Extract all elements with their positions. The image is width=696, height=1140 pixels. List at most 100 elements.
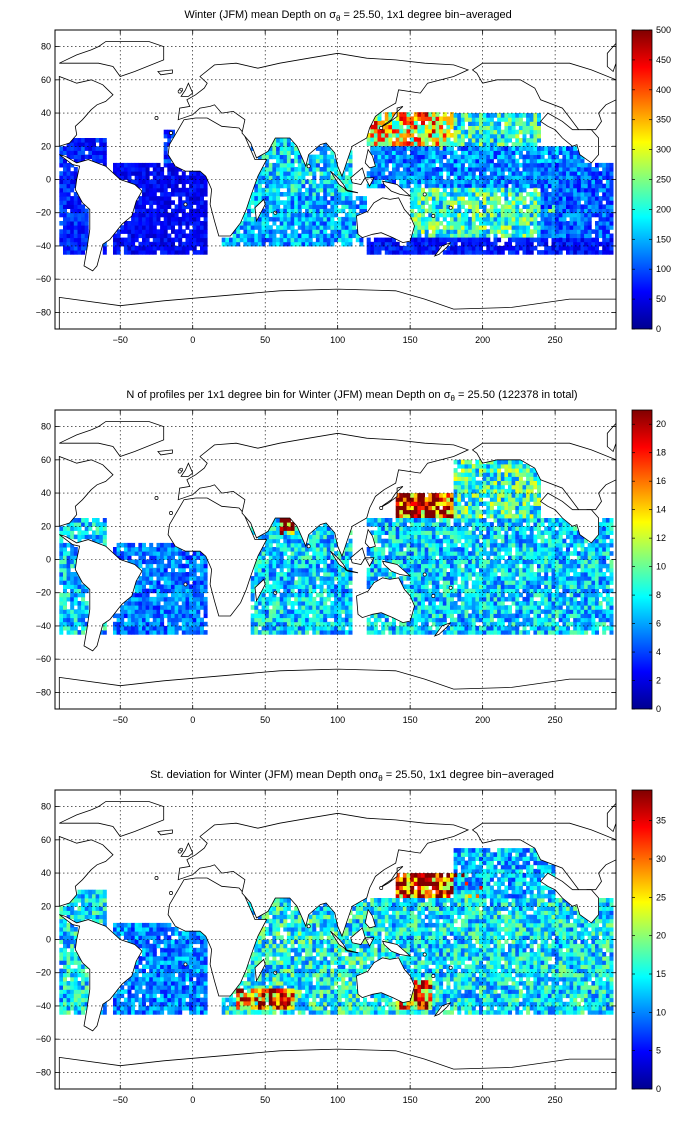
- heatmap-cell: [413, 617, 418, 623]
- heatmap-cell: [533, 225, 538, 230]
- heatmap-cell: [81, 621, 86, 627]
- heatmap-cell: [609, 225, 614, 230]
- heatmap-cell: [446, 133, 451, 138]
- heatmap-cell: [580, 162, 585, 168]
- heatmap-cell: [163, 133, 168, 139]
- heatmap-cell: [471, 192, 476, 197]
- heatmap-cell: [533, 229, 538, 234]
- heatmap-cell: [450, 250, 454, 255]
- heatmap-cell: [73, 596, 78, 602]
- heatmap-cell: [569, 225, 574, 230]
- heatmap-cell: [243, 229, 248, 234]
- heatmap-cell: [189, 208, 194, 214]
- heatmap-cell: [196, 229, 201, 234]
- heatmap-cell: [388, 150, 393, 155]
- heatmap-cell: [189, 192, 194, 197]
- heatmap-cell: [305, 563, 310, 569]
- heatmap-cell: [439, 116, 444, 121]
- heatmap-cell: [337, 187, 342, 193]
- heatmap-cell: [515, 129, 520, 135]
- heatmap-cell: [163, 158, 168, 164]
- heatmap-cell: [348, 576, 353, 581]
- heatmap-cell: [268, 551, 273, 556]
- heatmap-cell: [424, 112, 429, 117]
- heatmap-cell: [272, 150, 277, 155]
- heatmap-cell: [66, 150, 71, 155]
- heatmap-cell: [250, 196, 255, 201]
- heatmap-cell: [493, 133, 498, 139]
- heatmap-cell: [312, 162, 317, 168]
- heatmap-cell: [344, 229, 349, 234]
- heatmap-cell: [203, 216, 208, 222]
- heatmap-cell: [334, 162, 339, 168]
- heatmap-cell: [134, 592, 139, 598]
- heatmap-cell: [200, 555, 204, 560]
- heatmap-cell: [558, 221, 563, 226]
- heatmap-cell: [272, 237, 277, 243]
- heatmap-cell: [348, 630, 353, 635]
- heatmap-cell: [511, 229, 516, 234]
- heatmap-cell: [395, 128, 400, 134]
- heatmap-cell: [70, 204, 75, 209]
- heatmap-cell: [297, 225, 302, 230]
- heatmap-cell: [377, 171, 382, 176]
- heatmap-cell: [540, 233, 545, 239]
- heatmap-cell: [344, 183, 349, 189]
- heatmap-cell: [413, 625, 418, 631]
- heatmap-cell: [312, 613, 317, 619]
- heatmap-cell: [533, 179, 538, 185]
- heatmap-cell: [493, 245, 498, 251]
- heatmap-cell: [279, 625, 284, 631]
- heatmap-cell: [406, 518, 411, 523]
- heatmap-cell: [450, 171, 454, 176]
- heatmap-cell: [526, 121, 531, 126]
- heatmap-cell: [196, 192, 201, 197]
- heatmap-cell: [399, 183, 404, 189]
- heatmap-cell: [566, 221, 570, 226]
- heatmap-cell: [602, 229, 607, 234]
- heatmap-cell: [598, 233, 603, 239]
- heatmap-cell: [152, 196, 157, 201]
- heatmap-cell: [257, 179, 262, 185]
- heatmap-cell: [562, 192, 567, 197]
- heatmap-cell: [475, 129, 480, 135]
- heatmap-cell: [63, 216, 67, 222]
- heatmap-cell: [370, 179, 375, 185]
- heatmap-cell: [399, 630, 404, 635]
- heatmap-cell: [442, 225, 447, 230]
- heatmap-cell: [279, 518, 284, 523]
- heatmap-cell: [156, 196, 161, 201]
- heatmap-cell: [569, 158, 574, 164]
- heatmap-cell: [142, 542, 146, 548]
- heatmap-cell: [450, 141, 454, 146]
- heatmap-cell: [399, 171, 404, 176]
- heatmap-cell: [294, 555, 299, 560]
- heatmap-cell: [323, 526, 328, 531]
- heatmap-cell: [591, 187, 596, 193]
- heatmap-cell: [134, 580, 139, 585]
- heatmap-cell: [392, 245, 396, 251]
- heatmap-cell: [84, 233, 89, 239]
- heatmap-cell: [341, 555, 346, 560]
- heatmap-cell: [395, 501, 400, 506]
- heatmap-cell: [587, 187, 592, 193]
- heatmap-cell: [428, 225, 433, 230]
- heatmap-cell: [482, 183, 487, 189]
- heatmap-cell: [286, 221, 291, 226]
- heatmap-cell: [127, 233, 132, 239]
- heatmap-cell: [283, 592, 288, 598]
- heatmap-cell: [145, 630, 150, 635]
- heatmap-cell: [308, 187, 313, 193]
- heatmap-cell: [428, 497, 433, 502]
- heatmap-cell: [431, 196, 436, 201]
- heatmap-cell: [428, 233, 433, 239]
- heatmap-cell: [417, 124, 422, 130]
- heatmap-cell: [315, 576, 320, 581]
- heatmap-cell: [268, 538, 273, 544]
- heatmap-cell: [373, 534, 378, 540]
- heatmap-cell: [576, 204, 581, 209]
- heatmap-cell: [77, 621, 82, 627]
- heatmap-cell: [261, 241, 266, 247]
- heatmap-cell: [167, 584, 172, 589]
- heatmap-cell: [272, 601, 277, 606]
